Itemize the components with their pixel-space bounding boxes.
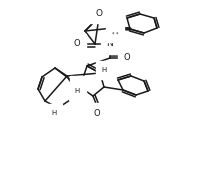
- Text: H: H: [75, 82, 81, 88]
- Text: * *: * *: [112, 31, 118, 36]
- Text: N: N: [107, 40, 113, 48]
- Text: O: O: [95, 8, 103, 18]
- Text: O: O: [94, 109, 100, 117]
- Text: H: H: [101, 67, 107, 73]
- Text: O: O: [74, 40, 80, 48]
- Text: O: O: [124, 53, 130, 63]
- Text: H: H: [74, 88, 80, 94]
- Text: H: H: [51, 110, 57, 116]
